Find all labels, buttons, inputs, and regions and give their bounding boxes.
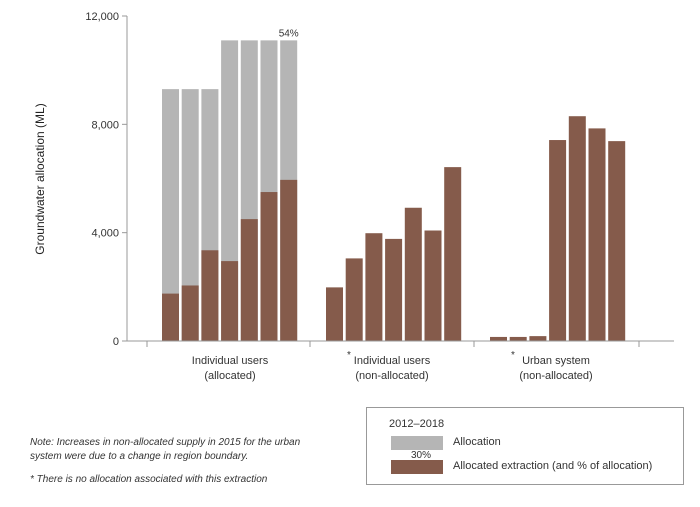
extraction-bar — [201, 250, 219, 341]
note-no-allocation: * There is no allocation associated with… — [30, 474, 268, 485]
extraction-bar — [240, 219, 258, 341]
legend-label-allocation: Allocation — [453, 436, 501, 448]
chart: 0 4,000 8,000 12,000 54% Individual users (al… — [33, 11, 674, 382]
extraction-bar — [404, 207, 422, 341]
category-label-line1: Individual users — [354, 355, 431, 367]
extraction-bar — [588, 128, 606, 341]
legend-swatch-allocation — [391, 436, 443, 450]
extraction-bar — [345, 258, 363, 341]
allocation-bar — [162, 89, 179, 341]
category-label-line1: Urban system — [522, 355, 590, 367]
category-label-line1: Individual users — [192, 355, 269, 367]
extraction-bar — [509, 336, 527, 341]
note-region-boundary: Note: Increases in non-allocated supply … — [30, 437, 301, 462]
y-axis-label: Groundwater allocation (ML) — [33, 103, 47, 254]
extraction-bar — [529, 336, 547, 341]
extraction-bar — [365, 233, 383, 341]
allocation-bar — [181, 89, 199, 341]
y-tick-label: 0 — [113, 336, 119, 348]
extraction-bar — [608, 141, 626, 341]
y-tick-label: 12,000 — [85, 11, 119, 23]
y-tick-label: 8,000 — [91, 119, 119, 131]
category-label-line2: (allocated) — [204, 370, 255, 382]
legend-percent-example: 30% — [411, 450, 432, 461]
category-label-line2: (non-allocated) — [519, 370, 592, 382]
y-tick-label: 4,000 — [91, 228, 119, 240]
category-asterisk: * — [511, 350, 515, 361]
extraction-bar — [181, 285, 199, 341]
extraction-bar — [162, 293, 179, 341]
extraction-bar — [424, 230, 442, 341]
category-label-line2: (non-allocated) — [355, 370, 428, 382]
legend-swatch-extraction — [391, 460, 443, 474]
percent-annotation: 54% — [279, 28, 299, 39]
extraction-bar — [221, 261, 239, 341]
extraction-bar — [260, 192, 278, 341]
extraction-bar — [280, 179, 298, 341]
legend-label-extraction: Allocated extraction (and % of allocatio… — [453, 460, 653, 472]
legend: 2012–2018 Allocation 30% Allocated extra… — [366, 407, 684, 485]
extraction-bar — [549, 140, 567, 341]
extraction-bar — [490, 336, 507, 341]
extraction-bar — [444, 167, 462, 341]
extraction-bar — [568, 116, 586, 341]
extraction-bar — [385, 238, 403, 341]
category-asterisk: * — [347, 350, 351, 361]
legend-title: 2012–2018 — [389, 418, 445, 430]
extraction-bar — [326, 287, 343, 341]
